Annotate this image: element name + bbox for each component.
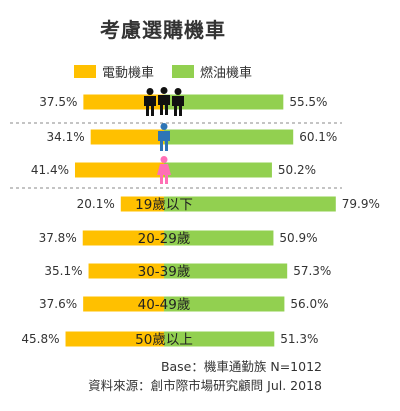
legend-swatch-fuel bbox=[172, 65, 194, 78]
group-person-icon-right bbox=[172, 88, 184, 116]
chart-title: 考慮選購機車 bbox=[100, 18, 226, 42]
category-label: 20-29歲 bbox=[138, 231, 191, 247]
bar-fuel bbox=[164, 162, 272, 178]
legend-swatch-electric bbox=[74, 65, 96, 78]
source-note: 資料來源：創市際市場研究顧問 Jul. 2018 bbox=[88, 378, 322, 393]
data-label-fuel: 60.1% bbox=[299, 130, 337, 144]
data-label-electric: 35.1% bbox=[44, 264, 82, 278]
bar-electric bbox=[90, 129, 164, 145]
bar-fuel bbox=[164, 129, 294, 145]
category-label: 30-39歲 bbox=[138, 264, 191, 280]
data-label-electric: 37.5% bbox=[39, 95, 77, 109]
bar-electric bbox=[83, 94, 164, 110]
data-label-electric: 45.8% bbox=[21, 332, 59, 346]
bar-fuel bbox=[164, 263, 288, 279]
legend-label-fuel: 燃油機車 bbox=[200, 66, 253, 81]
bar-electric bbox=[74, 162, 164, 178]
group-person-icon-center bbox=[158, 87, 170, 115]
bar-fuel bbox=[164, 230, 274, 246]
data-label-electric: 37.8% bbox=[39, 231, 77, 245]
category-label: 40-49歲 bbox=[138, 297, 191, 313]
bar-electric bbox=[82, 230, 164, 246]
data-label-electric: 34.1% bbox=[47, 130, 85, 144]
category-label: 19歲以下 bbox=[135, 197, 193, 213]
bar-fuel bbox=[164, 331, 275, 347]
data-label-electric: 20.1% bbox=[77, 197, 115, 211]
bar-electric bbox=[83, 296, 164, 312]
data-label-electric: 41.4% bbox=[31, 163, 69, 177]
data-label-fuel: 56.0% bbox=[290, 297, 328, 311]
data-label-fuel: 79.9% bbox=[342, 197, 380, 211]
legend-label-electric: 電動機車 bbox=[102, 66, 155, 81]
legend-item-fuel: 燃油機車 bbox=[172, 62, 252, 81]
data-label-fuel: 50.2% bbox=[278, 163, 316, 177]
legend-item-electric: 電動機車 bbox=[74, 62, 154, 81]
bar-fuel bbox=[164, 94, 284, 110]
bar-fuel bbox=[164, 196, 336, 212]
female-person-icon bbox=[157, 156, 171, 184]
bar-electric bbox=[65, 331, 164, 347]
bar-fuel bbox=[164, 296, 285, 312]
data-label-electric: 37.6% bbox=[39, 297, 77, 311]
data-label-fuel: 57.3% bbox=[293, 264, 331, 278]
bar-electric bbox=[120, 196, 164, 212]
base-note: Base：機車通勤族 N=1012 bbox=[160, 359, 322, 374]
data-label-fuel: 50.9% bbox=[279, 231, 317, 245]
data-label-fuel: 55.5% bbox=[289, 95, 327, 109]
category-label: 50歲以上 bbox=[135, 332, 193, 348]
data-label-fuel: 51.3% bbox=[280, 332, 318, 346]
male-person-icon bbox=[158, 123, 170, 151]
bar-electric bbox=[88, 263, 164, 279]
group-person-icon-left bbox=[144, 88, 156, 116]
